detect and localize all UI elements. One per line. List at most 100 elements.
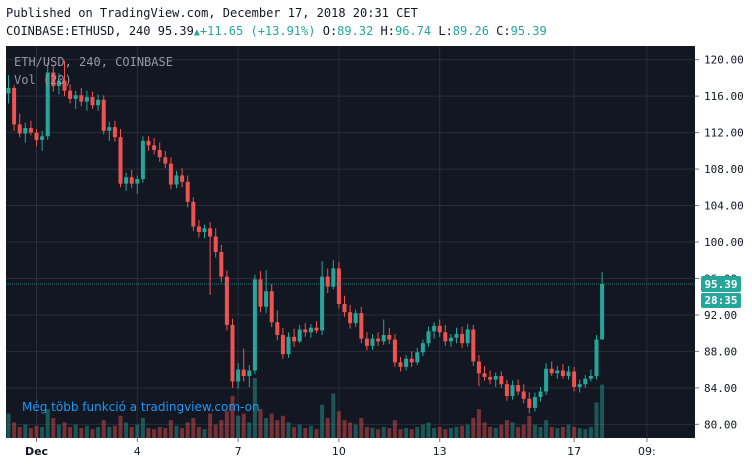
time-tick-label: 10 (332, 445, 346, 458)
volume-bar (96, 426, 101, 438)
last-price-tag: 95.39 (701, 276, 741, 293)
candle-body (129, 177, 134, 184)
high-label: H: (380, 24, 395, 38)
candle-body (538, 391, 543, 397)
candle-body (264, 291, 269, 307)
volume-bar (174, 425, 179, 438)
volume-bar (387, 428, 392, 438)
volume-bar (516, 426, 521, 438)
candle-body (297, 329, 302, 342)
open-value: 89.32 (337, 24, 374, 38)
volume-bar (331, 393, 336, 438)
candlestick-chart[interactable]: 120.00116.00112.00108.00104.00100.0096.0… (0, 44, 752, 468)
candle-body (348, 312, 353, 324)
volume-bar (185, 422, 190, 438)
volume-bar (415, 426, 420, 438)
time-axis[interactable] (6, 438, 747, 464)
candle-body (168, 163, 173, 185)
volume-bar (583, 429, 588, 438)
volume-bar (342, 420, 347, 438)
candle-body (230, 324, 235, 382)
symbol-info-line: COINBASE:ETHUSD, 240 95.39▲+11.65 (+13.9… (6, 24, 547, 38)
volume-bar (348, 422, 353, 438)
candle-body (202, 228, 207, 232)
volume-bar (264, 418, 269, 438)
candle-body (521, 391, 526, 399)
candle-body (392, 339, 397, 363)
candle-body (163, 157, 168, 164)
volume-bar (376, 429, 381, 438)
candle-body (45, 72, 50, 137)
symbol-label[interactable]: COINBASE:ETHUSD, 240 (6, 24, 151, 38)
candle-body (398, 362, 403, 367)
candle-body (555, 370, 560, 374)
candle-body (28, 128, 33, 133)
candle-body (180, 175, 185, 182)
svg-text:28:35: 28:35 (704, 294, 737, 307)
volume-bar (51, 418, 56, 438)
candle-body (376, 338, 381, 342)
volume-bar (124, 422, 129, 438)
bar-timer-tag: 28:35 (701, 293, 741, 309)
volume-bar (549, 426, 554, 438)
candle-body (443, 332, 448, 342)
candle-body (426, 331, 431, 344)
price-tick-label: 80.00 (704, 418, 737, 431)
candle-body (252, 279, 257, 371)
candle-body (415, 352, 420, 363)
candle-body (504, 384, 509, 397)
time-tick-label: 09: (638, 445, 656, 458)
volume-bar (544, 420, 549, 438)
price-axis[interactable] (695, 46, 747, 438)
candle-body (359, 313, 364, 339)
volume-bar (258, 409, 263, 438)
candle-body (600, 284, 605, 340)
volume-bar (398, 429, 403, 438)
candle-body (370, 338, 375, 346)
candle-body (174, 175, 179, 185)
volume-bar (493, 428, 498, 438)
candle-body (118, 137, 123, 184)
candle-body (135, 179, 140, 184)
volume-bar (364, 426, 369, 438)
volume-bar (280, 415, 285, 438)
volume-bar (521, 424, 526, 438)
volume-bar (420, 424, 425, 438)
volume-bar (504, 420, 509, 438)
candle-body (96, 99, 101, 106)
volume-bar (12, 422, 17, 438)
price-tick-label: 100.00 (704, 236, 744, 249)
volume-bar (84, 425, 89, 438)
candle-body (280, 334, 285, 355)
volume-bar (572, 426, 577, 438)
price-change: +11.65 (+13.91%) (199, 24, 316, 38)
candle-body (146, 140, 151, 146)
volume-bar (359, 418, 364, 438)
candle-body (79, 95, 84, 102)
candle-body (342, 303, 347, 313)
time-tick-label: 17 (567, 445, 581, 458)
volume-bar (219, 420, 224, 438)
volume-bar (426, 422, 431, 438)
candle-body (124, 177, 129, 184)
candle-body (588, 376, 593, 379)
candle-body (140, 140, 145, 180)
volume-bar (34, 425, 39, 438)
volume-bar (112, 425, 117, 438)
volume-bar (600, 384, 605, 438)
candle-body (336, 268, 341, 304)
volume-bar (118, 415, 123, 438)
price-tick-label: 104.00 (704, 200, 744, 213)
candle-body (241, 369, 246, 377)
watermark-text[interactable]: Még több funkció a tradingview.com-on (22, 400, 260, 414)
candle-body (224, 276, 229, 325)
volume-bar (460, 425, 465, 438)
volume-bar (6, 413, 11, 438)
candle-body (152, 145, 157, 150)
candle-body (236, 369, 241, 382)
volume-bar (538, 426, 543, 438)
volume-bar (370, 428, 375, 438)
candle-body (516, 385, 521, 392)
candle-body (577, 384, 582, 387)
candle-body (510, 385, 515, 397)
